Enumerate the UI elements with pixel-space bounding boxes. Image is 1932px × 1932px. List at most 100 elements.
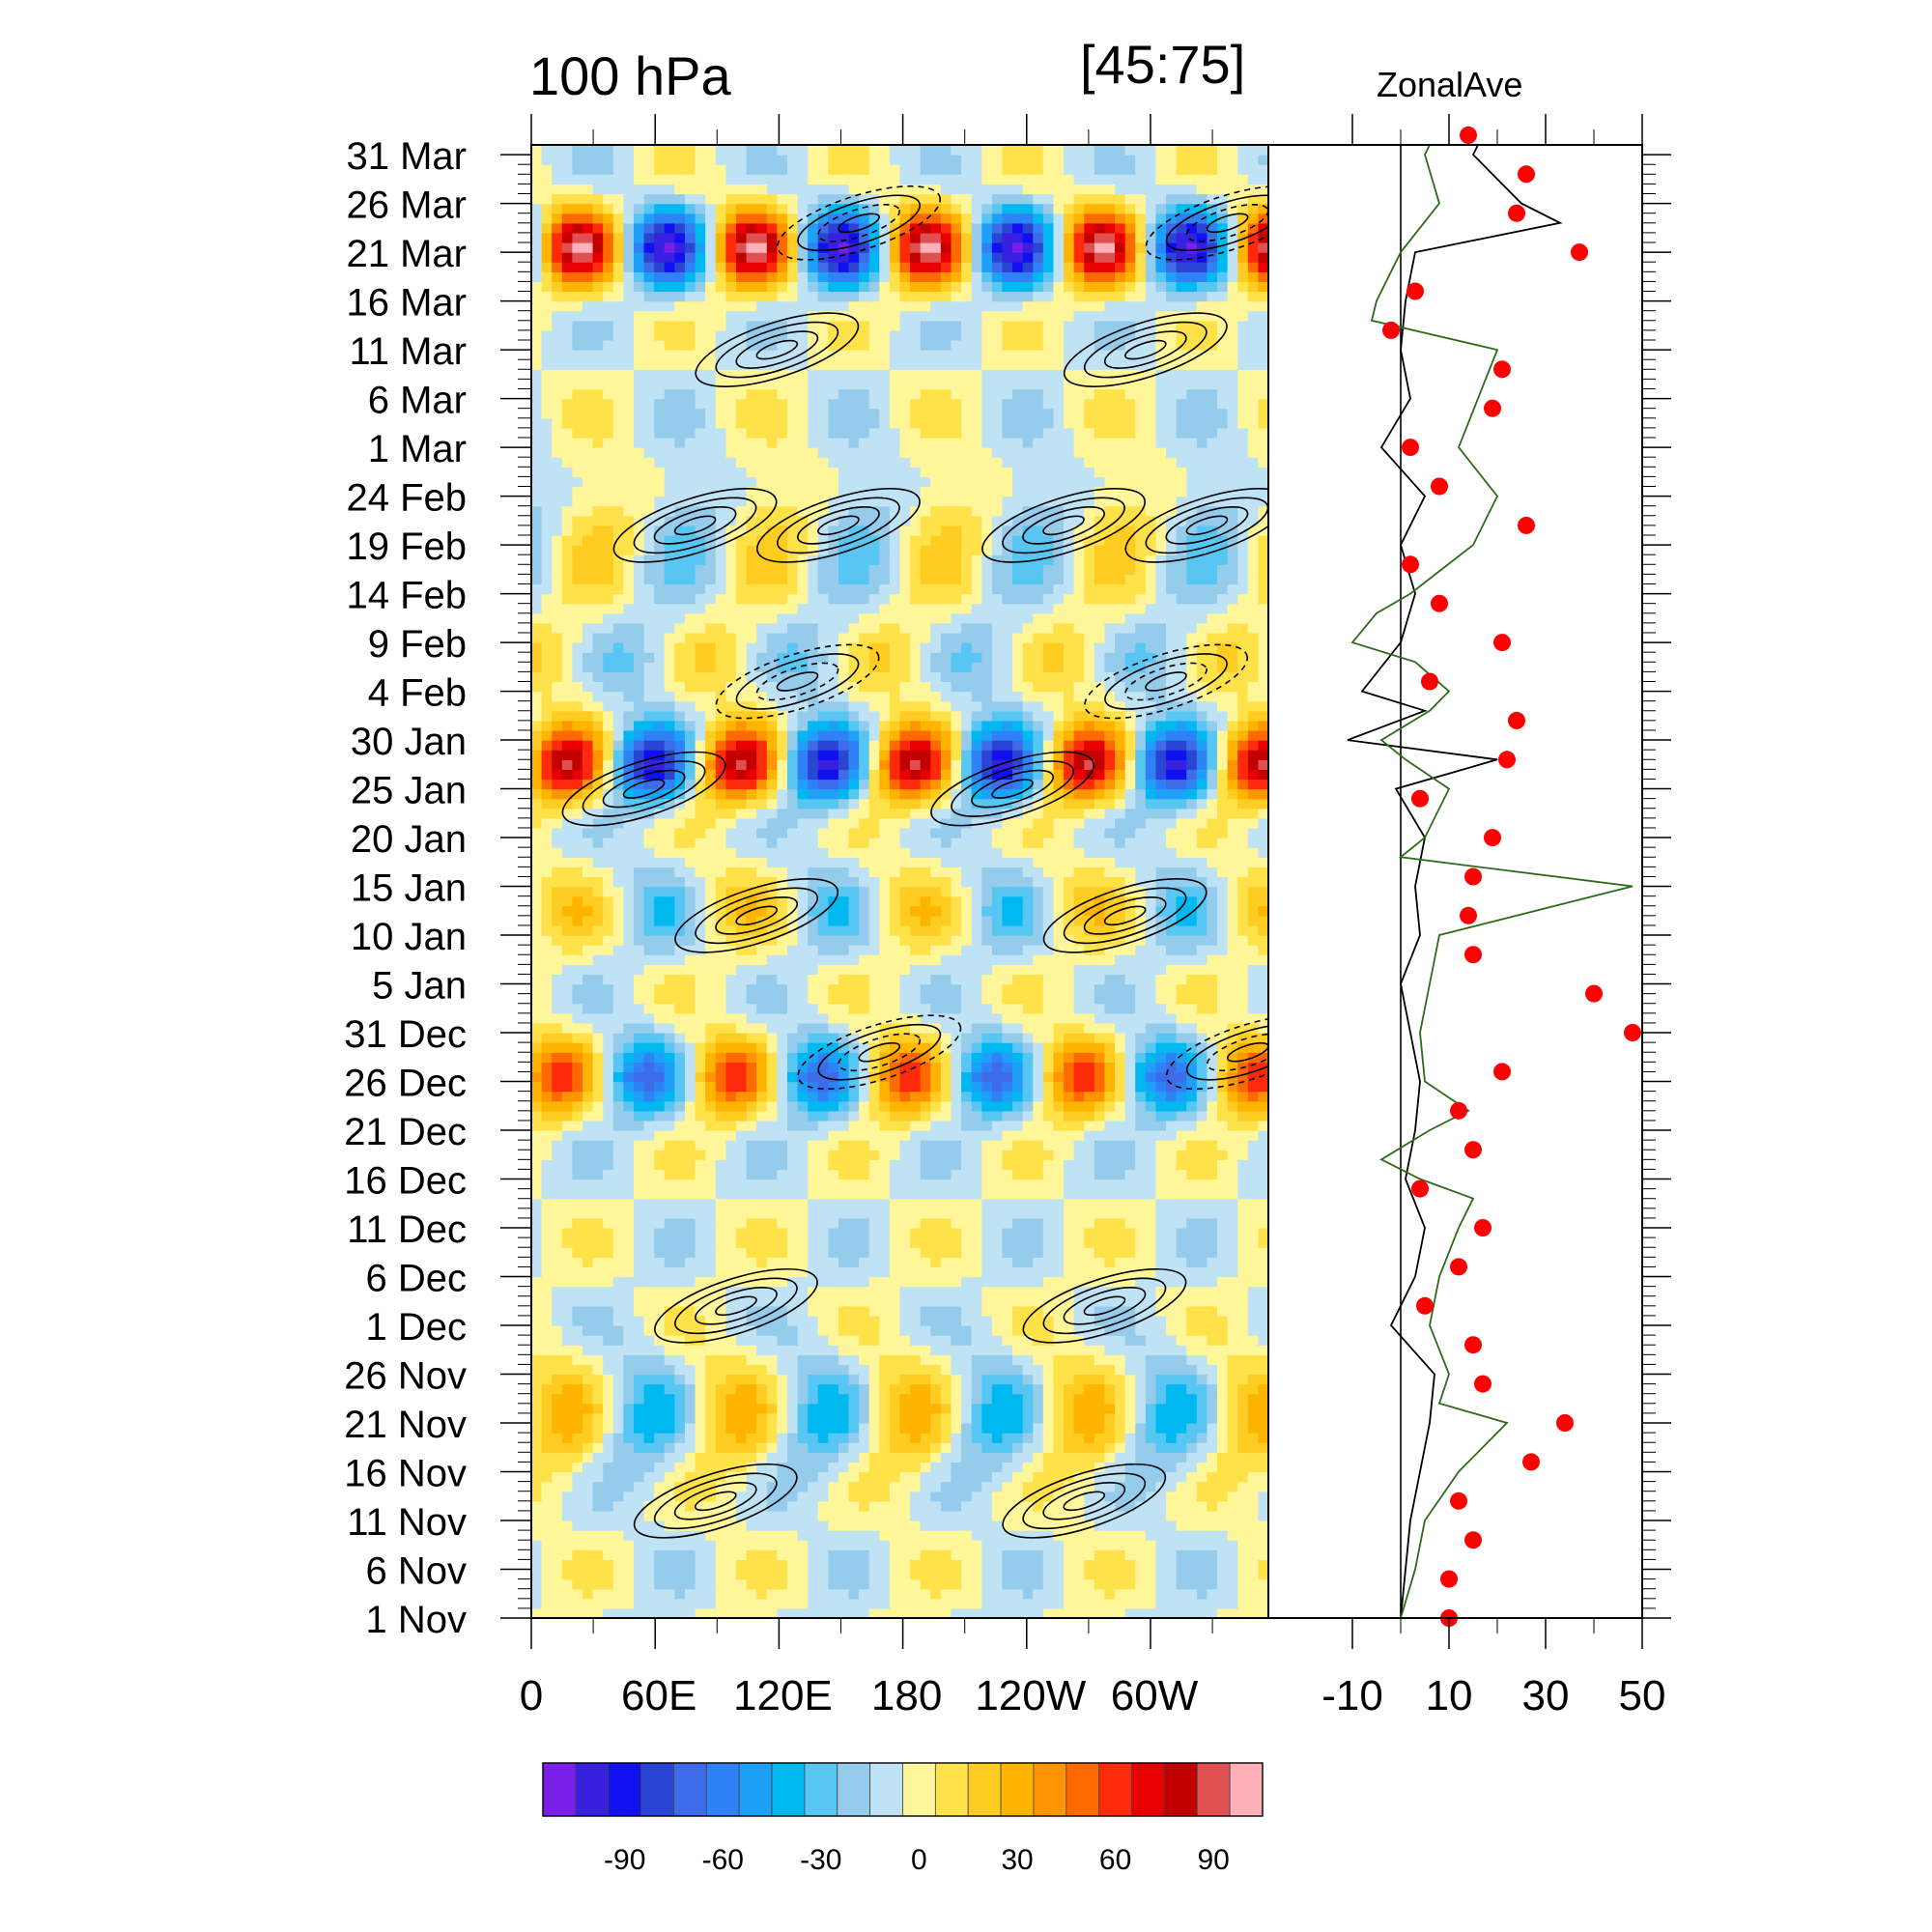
heatmap-cell	[715, 1062, 726, 1073]
heatmap-cell	[838, 1433, 850, 1443]
heatmap-cell	[777, 1607, 788, 1618]
heatmap-cell	[531, 1169, 543, 1180]
heatmap-cell	[552, 1247, 563, 1258]
heatmap-cell	[1094, 1286, 1106, 1297]
heatmap-cell	[1033, 1510, 1044, 1521]
heatmap-cell	[633, 1091, 645, 1102]
heatmap-cell	[859, 1520, 870, 1531]
heatmap-cell	[766, 1198, 778, 1209]
heatmap-cell	[612, 1578, 624, 1590]
heatmap-cell	[1022, 1150, 1034, 1160]
heatmap-cell	[705, 1022, 717, 1034]
heatmap-cell	[848, 1549, 860, 1560]
heatmap-cell	[920, 1530, 931, 1541]
heatmap-cell	[786, 1237, 799, 1248]
heatmap-cell	[1155, 1033, 1167, 1043]
heatmap-cell	[859, 1374, 870, 1385]
heatmap-cell	[1104, 1188, 1116, 1200]
heatmap-cell	[991, 1345, 1004, 1355]
heatmap-cell	[1186, 1110, 1198, 1122]
heatmap-cell	[1176, 1383, 1187, 1395]
heatmap-cell	[889, 1081, 901, 1093]
heatmap-cell	[623, 1452, 635, 1463]
heatmap-cell	[828, 1071, 839, 1083]
heatmap-cell	[643, 1305, 655, 1317]
heatmap-cell	[1207, 1266, 1218, 1278]
heatmap-cell	[1166, 1247, 1178, 1258]
heatmap-cell	[910, 1364, 922, 1376]
heatmap-cell	[920, 1471, 931, 1483]
heatmap-cell	[1247, 1598, 1260, 1609]
heatmap-cell	[786, 1159, 799, 1171]
heatmap-cell	[552, 993, 563, 1005]
heatmap-cell	[541, 1217, 553, 1229]
heatmap-cell	[1022, 945, 1034, 955]
heatmap-cell	[910, 1110, 922, 1122]
heatmap-cell	[920, 1237, 931, 1248]
heatmap-cell	[961, 1423, 973, 1434]
heatmap-cell	[541, 1315, 553, 1326]
heatmap-cell	[674, 1442, 686, 1453]
heatmap-cell	[899, 1520, 911, 1531]
heatmap-cell	[1033, 1520, 1044, 1531]
heatmap-cell	[705, 1500, 717, 1512]
heatmap-cell	[715, 954, 726, 965]
heatmap-cell	[910, 1383, 922, 1395]
heatmap-cell	[623, 1510, 635, 1521]
heatmap-cell	[572, 1159, 583, 1171]
heatmap-cell	[951, 1120, 962, 1131]
heatmap-cell	[1176, 1481, 1187, 1492]
heatmap-cell	[603, 1335, 614, 1346]
heatmap-cell	[725, 1042, 737, 1053]
heatmap-cell	[643, 1198, 655, 1209]
heatmap-cell	[592, 1569, 604, 1580]
heatmap-cell	[1022, 1217, 1034, 1229]
heatmap-cell	[715, 1607, 726, 1618]
heatmap-cell	[899, 1364, 911, 1376]
heatmap-cell	[715, 1003, 726, 1014]
heatmap-cell	[920, 1354, 931, 1366]
heatmap-cell	[848, 983, 860, 995]
heatmap-cell	[879, 964, 891, 976]
heatmap-cell	[1166, 1383, 1178, 1395]
heatmap-cell	[1237, 1510, 1249, 1521]
heatmap-cell	[572, 1345, 583, 1355]
heatmap-cell	[838, 1500, 850, 1512]
heatmap-cell	[531, 1052, 543, 1063]
heatmap-cell	[705, 1364, 717, 1376]
heatmap-cell	[612, 1081, 624, 1093]
heatmap-cell	[756, 1100, 768, 1112]
heatmap-cell	[1135, 1598, 1147, 1609]
heatmap-cell	[1145, 1188, 1157, 1200]
heatmap-cell	[1217, 1345, 1229, 1355]
heatmap-cell	[715, 1217, 726, 1229]
heatmap-cell	[1247, 1530, 1260, 1541]
heatmap-cell	[991, 1228, 1004, 1238]
heatmap-cell	[920, 1325, 931, 1336]
heatmap-cell	[971, 1383, 982, 1395]
heatmap-cell	[889, 1247, 901, 1258]
heatmap-cell	[1237, 1228, 1249, 1238]
heatmap-cell	[756, 1549, 768, 1560]
heatmap-cell	[633, 1364, 645, 1376]
heatmap-cell	[1176, 1228, 1187, 1238]
heatmap-cell	[1084, 1393, 1095, 1405]
heatmap-cell	[643, 1433, 655, 1443]
heatmap-cell	[910, 1403, 922, 1414]
heatmap-cell	[777, 1471, 788, 1483]
heatmap-cell	[1237, 1033, 1249, 1043]
heatmap-cell	[684, 1423, 696, 1434]
heatmap-cell	[797, 1540, 809, 1550]
heatmap-cell	[552, 1578, 563, 1590]
heatmap-cell	[582, 1042, 594, 1053]
heatmap-cell	[766, 1276, 778, 1288]
heatmap-cell	[1237, 1462, 1249, 1473]
heatmap-cell	[868, 1295, 880, 1307]
heatmap-cell	[1022, 1140, 1034, 1151]
heatmap-cell	[848, 1071, 860, 1083]
heatmap-cell	[1084, 1091, 1095, 1102]
heatmap-cell	[930, 1325, 942, 1336]
heatmap-cell	[572, 954, 583, 965]
heatmap-cell	[859, 1471, 870, 1483]
heatmap-cell	[1022, 1325, 1034, 1336]
